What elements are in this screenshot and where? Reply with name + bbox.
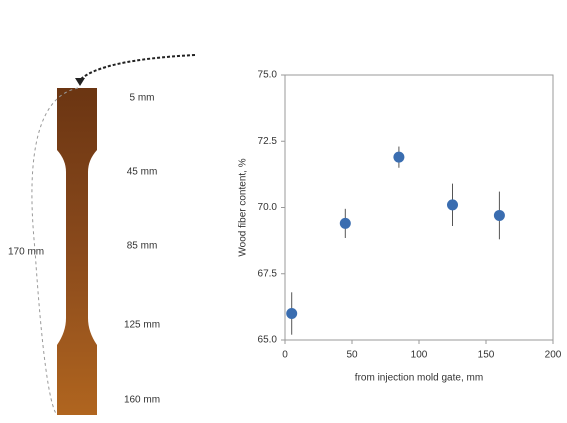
position-label: 85 mm <box>127 241 158 252</box>
y-tick-label: 72.5 <box>258 136 278 147</box>
point <box>493 209 505 221</box>
point <box>286 308 298 319</box>
point <box>339 217 351 229</box>
position-labels: 5 mm 45 mm 85 mm 125 mm 160 mm <box>124 93 160 406</box>
length-label: 170 mm <box>8 247 44 258</box>
position-label: 45 mm <box>127 167 158 178</box>
arrow-head <box>75 78 85 86</box>
gate-arrow <box>79 54 196 81</box>
point <box>393 151 405 163</box>
x-tick-label: 0 <box>282 350 288 361</box>
y-axis-label: Wood fiber content, % <box>238 158 249 256</box>
y-tick-label: 65.0 <box>258 335 278 346</box>
plot-frame <box>284 74 554 341</box>
point <box>447 199 458 211</box>
position-label: 125 mm <box>124 320 160 331</box>
length-bracket <box>31 87 79 416</box>
specimen <box>57 88 97 415</box>
x-tick-label: 200 <box>545 350 562 361</box>
position-label: 160 mm <box>124 395 160 406</box>
y-tick-label: 75.0 <box>258 70 278 81</box>
x-axis-label: from injection mold gate, mm <box>355 373 483 384</box>
x-tick-label: 100 <box>411 350 428 361</box>
chart: 65.0 67.5 70.0 72.5 75.0 0 50 100 150 200 from inj… <box>238 70 562 384</box>
y-tick-label: 70.0 <box>258 202 278 213</box>
x-tick-label: 50 <box>346 350 358 361</box>
y-tick-label: 67.5 <box>258 268 278 279</box>
x-tick-label: 150 <box>478 350 495 361</box>
position-label: 5 mm <box>130 93 155 104</box>
